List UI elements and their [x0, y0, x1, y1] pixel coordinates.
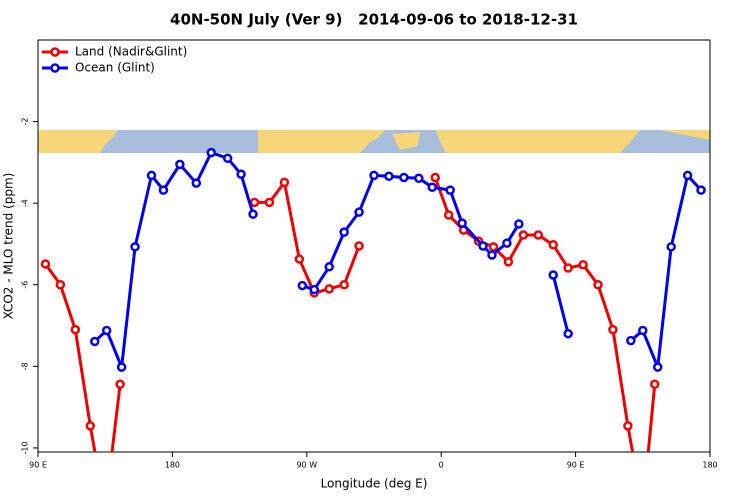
y-tick-label: -4	[21, 199, 30, 207]
legend-marker	[50, 63, 60, 73]
legend-label: Ocean (Glint)	[75, 61, 155, 75]
series-point	[578, 260, 588, 270]
series-point	[115, 379, 125, 390]
y-axis-label: XCO2 - MLO trend (ppm)	[2, 173, 16, 320]
series-point	[563, 263, 573, 273]
series-point	[649, 379, 660, 390]
series-point	[563, 328, 573, 339]
series-line	[93, 150, 703, 368]
series-point	[175, 159, 185, 170]
plot-frame	[37, 39, 711, 453]
series-point	[427, 182, 437, 193]
series-point	[297, 280, 308, 291]
series-point	[548, 270, 558, 280]
series-point	[457, 218, 467, 228]
series-point	[666, 242, 676, 252]
series-point	[130, 242, 140, 252]
series-point	[89, 336, 100, 347]
series-point	[264, 197, 275, 208]
series-point	[682, 170, 693, 181]
series-point	[116, 362, 127, 372]
series-point	[696, 185, 706, 195]
series-point	[445, 185, 455, 195]
series-point	[158, 185, 169, 195]
y-tick-label: -2	[21, 118, 30, 126]
series-point	[40, 259, 51, 269]
series-point	[414, 173, 424, 184]
series-point	[354, 241, 364, 251]
series-point	[249, 197, 260, 208]
plot-area	[40, 147, 706, 452]
y-tick-label: -6	[21, 281, 30, 289]
x-tick-label: 180	[165, 461, 180, 470]
legend-label: Land (Nadir&Glint)	[75, 45, 187, 59]
series-point	[55, 280, 66, 290]
series-point	[294, 254, 305, 264]
series-point	[638, 325, 648, 336]
y-tick-label: -10	[21, 441, 30, 454]
series-point	[652, 362, 663, 372]
series-point	[146, 170, 157, 181]
series-point	[626, 335, 636, 346]
series-point	[339, 227, 349, 237]
series-point	[309, 284, 320, 295]
series-point	[324, 284, 334, 294]
series-point	[548, 240, 558, 250]
x-tick-label: 90 E	[29, 461, 47, 470]
series-point	[324, 262, 334, 272]
series-point	[608, 324, 618, 335]
x-tick-label: 90 E	[567, 461, 585, 470]
series-point	[623, 421, 633, 431]
series-point	[443, 210, 454, 220]
series-point	[236, 169, 246, 179]
series-point	[533, 230, 544, 240]
y-tick-label: -8	[21, 362, 30, 370]
x-axis-label: Longitude (deg E)	[321, 477, 428, 491]
series-point	[593, 280, 603, 290]
series-point	[478, 241, 488, 251]
series-point	[488, 242, 499, 252]
series-point	[487, 250, 497, 260]
series-point	[430, 172, 440, 183]
series-point	[384, 171, 394, 181]
x-tick-label: 0	[439, 461, 444, 470]
series-point	[502, 238, 512, 248]
series-point	[369, 170, 379, 181]
series-point	[222, 153, 233, 164]
series-point	[279, 177, 290, 188]
series-point	[70, 324, 81, 335]
series-point	[503, 257, 514, 267]
x-tick-label: 180	[702, 461, 717, 470]
chart-title: 40N-50N July (Ver 9) 2014-09-06 to 2018-…	[170, 11, 578, 29]
x-tick-label: 90 W	[296, 461, 317, 470]
series-point	[514, 219, 524, 229]
series-point	[191, 178, 202, 188]
series-point	[85, 421, 96, 431]
series-point	[206, 147, 216, 158]
legend-marker	[50, 47, 60, 57]
series-point	[518, 230, 529, 240]
map-strip	[38, 130, 710, 153]
series-point	[354, 207, 364, 217]
series-point	[339, 280, 349, 290]
series-point	[399, 172, 409, 183]
series-point	[248, 209, 258, 219]
series-point	[101, 325, 112, 336]
